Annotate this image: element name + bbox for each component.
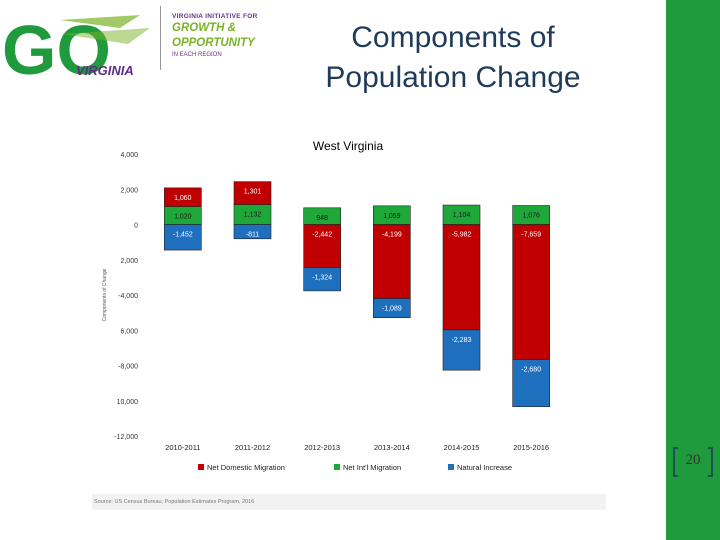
slide-title-line2: Population Change (325, 61, 581, 94)
logo-state-text: VIRGINIA (76, 63, 134, 78)
logo-tagline: VIRGINIA INITIATIVE FOR GROWTH & OPPORTU… (172, 13, 258, 58)
data-label-domestic: -2,442 (312, 232, 332, 239)
page-number-bracket (673, 447, 713, 477)
y-tick-label: 2,000 (120, 258, 138, 265)
logo-divider (160, 6, 161, 70)
data-label-international: 1,059 (383, 213, 401, 220)
bar-natural (512, 359, 550, 408)
data-label-international: 1,132 (244, 212, 262, 219)
x-tick-label: 2013-2014 (374, 443, 410, 452)
slide-title: Components of Population Change (300, 18, 606, 98)
y-tick-label: -12,000 (114, 434, 138, 441)
chart-title: West Virginia (313, 139, 384, 153)
y-tick-label: -8,000 (118, 364, 138, 371)
data-label-international: 948 (316, 215, 328, 222)
x-tick-label: 2011-2012 (235, 443, 270, 452)
x-tick-label: 2015-2016 (513, 443, 549, 452)
y-tick-label: -4,000 (118, 293, 138, 300)
y-axis-label: Components of Change (102, 268, 108, 321)
bar-domestic (512, 224, 550, 360)
bar-domestic (164, 187, 202, 207)
y-tick-label: 10,000 (117, 399, 139, 406)
data-label-domestic: -5,982 (452, 232, 472, 239)
slide-title-line1: Components of (351, 21, 555, 54)
data-label-natural: -811 (246, 232, 260, 239)
data-label-domestic: -7,659 (521, 232, 541, 239)
legend-label-natural: Natural Increase (457, 463, 512, 472)
x-tick-label: 2014-2015 (444, 443, 480, 452)
legend-label-international: Net Int'l Migration (343, 463, 401, 472)
bar-natural (373, 298, 411, 319)
y-tick-label: 4,000 (120, 152, 138, 159)
bar-natural (442, 329, 481, 371)
page-number: 20 (685, 452, 701, 468)
legend-swatch-natural (448, 464, 454, 470)
data-label-natural: -1,089 (382, 306, 402, 313)
go-logo-mark: GO (2, 11, 150, 89)
data-label-natural: -2,680 (521, 366, 541, 373)
logo-line2: GROWTH & (172, 22, 236, 34)
logo-line3: OPPORTUNITY (172, 37, 255, 49)
x-tick-label: 2010-2011 (165, 443, 200, 452)
data-label-natural: -1,324 (312, 275, 332, 282)
legend-swatch-international (334, 464, 340, 470)
bar-natural (233, 224, 272, 240)
bar-domestic (233, 181, 272, 205)
go-virginia-logo: GO VIRGINIA VIRGINIA INITIATIVE FOR GROW… (0, 0, 260, 89)
legend-swatch-domestic (198, 464, 204, 470)
y-tick-label: 0 (134, 223, 138, 230)
data-label-international: 1,076 (522, 213, 540, 220)
data-label-international: 1,104 (453, 212, 471, 219)
bar-natural (164, 224, 202, 251)
data-label-natural: -2,283 (452, 337, 472, 344)
chart-container: West Virginia 4,000 2,000 0 2,000 -4,000 6,000… (90, 136, 606, 512)
population-change-chart: West Virginia 4,000 2,000 0 2,000 -4,000 6,000… (102, 139, 550, 472)
bar-natural (303, 267, 341, 292)
sidebar-accent (666, 0, 720, 540)
y-tick-label: 6,000 (120, 328, 138, 335)
source-note: Source: US Census Bureau, Population Est… (92, 494, 606, 510)
x-tick-label: 2012-2013 (304, 443, 340, 452)
data-label-international: 1,020 (174, 214, 192, 221)
logo-line1: VIRGINIA INITIATIVE FOR (172, 13, 258, 20)
data-label-natural: -1,452 (173, 232, 193, 239)
y-tick-label: 2,000 (120, 187, 138, 194)
logo-line4: IN EACH REGION (172, 52, 222, 58)
legend-label-domestic: Net Domestic Migration (207, 463, 285, 472)
data-label-domestic: 1,301 (244, 189, 262, 196)
data-label-domestic: 1,060 (174, 195, 192, 202)
bar-domestic (442, 224, 481, 331)
data-label-domestic: -4,199 (382, 232, 402, 239)
